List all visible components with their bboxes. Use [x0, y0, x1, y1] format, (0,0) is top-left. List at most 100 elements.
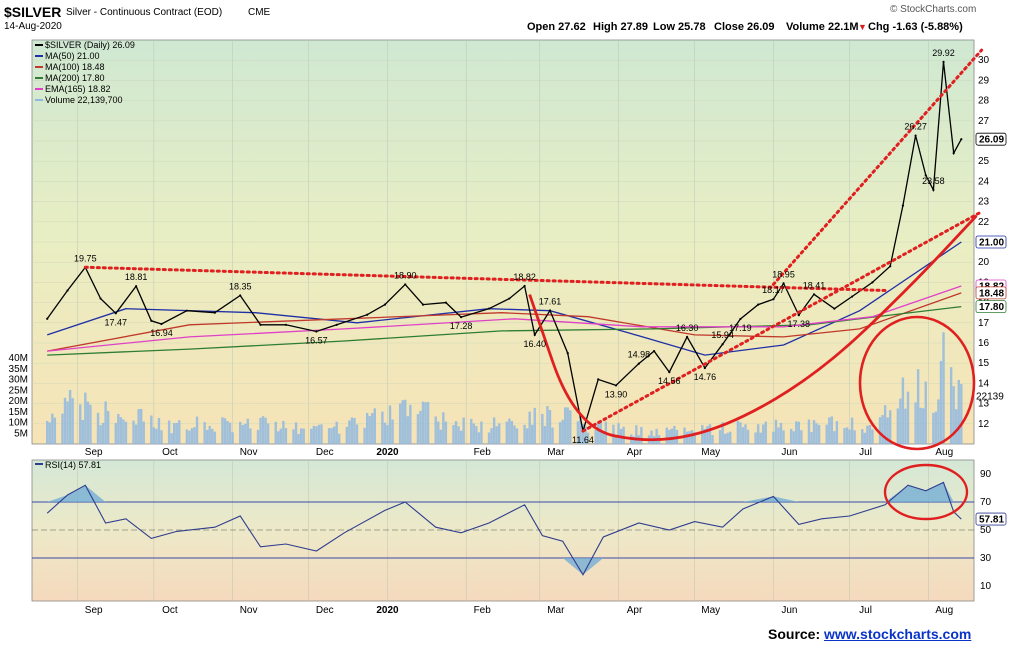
volume-bar	[294, 422, 298, 444]
trend-line	[771, 48, 984, 286]
volume-bar	[231, 432, 234, 444]
volume-bar	[53, 417, 57, 444]
price-annotation: 15.94	[711, 330, 734, 340]
x-tick-label: Aug	[935, 447, 953, 458]
volume-tick-label: 40M	[9, 353, 28, 364]
volume-bar	[916, 369, 920, 444]
volume-bar	[223, 418, 227, 444]
volume-bar	[452, 425, 455, 444]
volume-bar	[744, 424, 747, 444]
price-point	[652, 349, 656, 353]
price-annotation: 17.47	[105, 317, 128, 327]
volume-bar	[264, 417, 267, 444]
volume-bar	[419, 410, 422, 444]
volume-bar	[883, 405, 887, 444]
ma-line	[47, 285, 962, 352]
volume-bar	[71, 398, 74, 444]
price-point	[135, 285, 138, 288]
chart-name: Silver - Continuous Contract (EOD)	[66, 7, 223, 18]
volume-bar	[523, 424, 526, 444]
volume-bar	[175, 422, 178, 444]
rsi-x-tick-label: May	[701, 605, 720, 616]
price-annotation: 14.56	[658, 376, 681, 386]
volume-bar	[564, 407, 567, 444]
volume-bar	[581, 423, 585, 444]
volume-bar	[670, 428, 674, 444]
price-annotation: 14.76	[694, 372, 717, 382]
volume-bar	[426, 401, 430, 444]
volume-bar	[249, 428, 252, 444]
price-annotation: 18.81	[125, 272, 148, 282]
volume-bar	[739, 422, 742, 444]
trend-line	[83, 265, 887, 292]
volume-bar	[706, 426, 709, 444]
volume-bar	[602, 432, 605, 444]
price-point	[960, 138, 963, 141]
price-annotation: 18.17	[762, 285, 785, 295]
y-tick-label: 12	[978, 419, 990, 430]
volume-bar	[957, 379, 960, 444]
volume-bar	[63, 397, 67, 444]
volume-bar	[830, 416, 834, 444]
chart-date: 14-Aug-2020	[4, 21, 62, 32]
volume-bar	[576, 421, 580, 444]
volume-bar	[81, 419, 84, 444]
volume-bar	[320, 424, 323, 444]
volume-bar	[46, 420, 49, 444]
rsi-y-tick-label: 30	[980, 553, 992, 564]
volume-bar	[726, 432, 729, 444]
price-point	[444, 301, 447, 304]
price-point	[566, 352, 569, 355]
volume-bar	[221, 417, 224, 444]
volume-bar	[772, 431, 775, 444]
price-point	[914, 134, 917, 137]
volume-bar	[292, 429, 295, 444]
price-annotation: 16.57	[305, 335, 328, 345]
volume-bar	[505, 421, 509, 444]
value-tag: 26.09	[979, 135, 1004, 146]
ma-line	[47, 292, 962, 352]
y-tick-label: 27	[978, 116, 990, 127]
volume-bar	[881, 415, 884, 444]
value-tag-box	[975, 286, 1007, 300]
price-point	[901, 204, 905, 207]
volume-bar	[889, 410, 892, 444]
volume-bar	[510, 421, 514, 444]
volume-bar	[708, 424, 712, 444]
price-point	[797, 314, 800, 317]
volume-bar	[96, 412, 100, 444]
price-annotation: 18.41	[803, 280, 826, 290]
legend-item: MA(100) 18.48	[45, 62, 105, 72]
x-tick-label: Feb	[474, 447, 492, 458]
ohlc-open: Open 27.62	[527, 21, 586, 33]
price-point	[315, 330, 318, 333]
price-point	[942, 60, 945, 63]
volume-bar	[101, 422, 105, 444]
price-point	[160, 322, 163, 326]
rsi-x-tick-label: Aug	[935, 605, 953, 616]
volume-bar	[899, 398, 902, 444]
price-point	[889, 265, 892, 268]
volume-bar	[756, 424, 760, 444]
volume-tick-label: 35M	[9, 364, 28, 375]
price-annotation: 23.58	[922, 176, 945, 186]
price-annotation: 14.98	[628, 350, 651, 360]
x-tick-label: Sep	[85, 447, 103, 458]
price-point	[548, 309, 552, 312]
volume-bar	[398, 403, 402, 444]
volume-bar	[274, 421, 277, 444]
rsi-x-tick-label: Sep	[85, 605, 103, 616]
volume-bar	[668, 429, 671, 444]
volume-bar	[279, 428, 283, 444]
volume-bar	[48, 422, 51, 444]
volume-bar	[132, 420, 135, 444]
rsi-y-tick-label: 70	[980, 497, 992, 508]
volume-bar	[155, 428, 158, 444]
volume-last-label: 22139	[976, 392, 1004, 403]
volume-bar	[795, 421, 798, 444]
volume-bar	[424, 402, 427, 444]
price-point	[366, 313, 369, 316]
volume-bar	[99, 425, 102, 444]
source-link[interactable]: www.stockcharts.com	[824, 626, 972, 642]
